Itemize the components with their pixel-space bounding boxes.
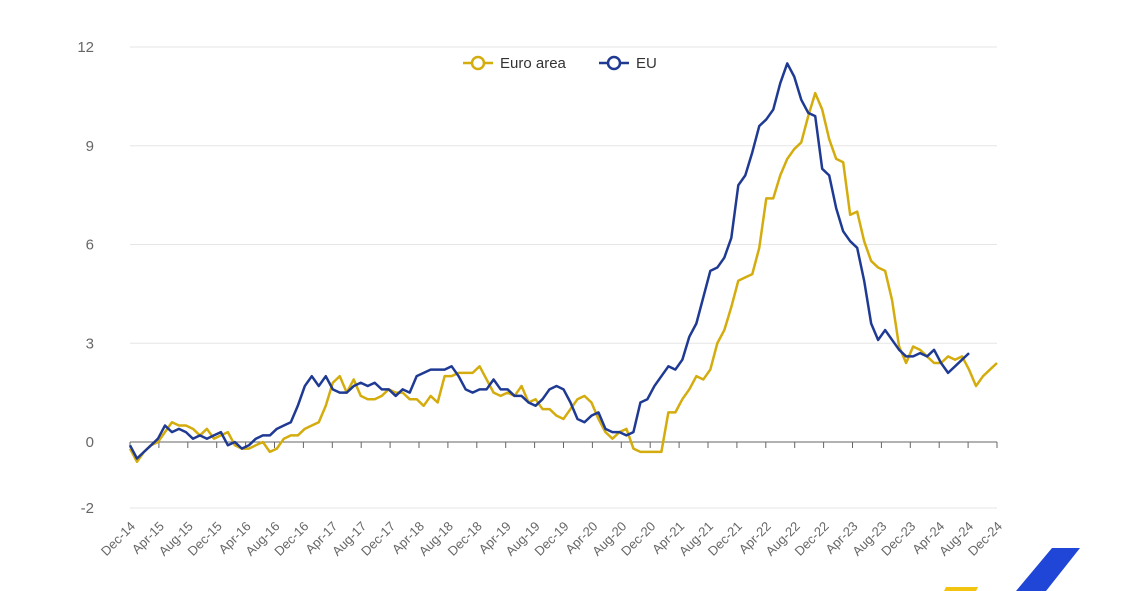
y-tick-label: 0 bbox=[86, 434, 94, 451]
legend-label-euro-area: Euro area bbox=[500, 55, 567, 72]
y-tick-label: 12 bbox=[77, 39, 94, 56]
logo-yellow-stripe bbox=[944, 587, 978, 591]
brand-logo bbox=[944, 548, 1080, 591]
legend-marker-euro-area bbox=[470, 55, 486, 71]
y-tick-label: -2 bbox=[81, 500, 94, 517]
y-tick-label: 9 bbox=[86, 138, 94, 155]
legend-item-eu[interactable]: EU bbox=[599, 55, 657, 72]
series-line-eu[interactable] bbox=[128, 62, 970, 460]
series-line-euro-area[interactable] bbox=[128, 91, 998, 464]
y-axis: -2 0 3 6 9 12 bbox=[77, 39, 94, 517]
logo-blue-stripe bbox=[1016, 548, 1080, 591]
y-tick-label: 3 bbox=[86, 335, 94, 352]
legend-marker-eu bbox=[606, 55, 622, 71]
y-tick-label: 6 bbox=[86, 237, 94, 254]
legend-label-eu: EU bbox=[636, 55, 657, 72]
legend: Euro area EU bbox=[463, 55, 657, 72]
series-layer bbox=[128, 62, 998, 464]
x-tick-label: Dec-14 bbox=[98, 519, 138, 559]
grid-layer bbox=[130, 46, 997, 509]
x-axis: Dec-14Apr-15Aug-15Dec-15Apr-16Aug-16Dec-… bbox=[98, 442, 1005, 559]
legend-item-euro-area[interactable]: Euro area bbox=[463, 55, 567, 72]
